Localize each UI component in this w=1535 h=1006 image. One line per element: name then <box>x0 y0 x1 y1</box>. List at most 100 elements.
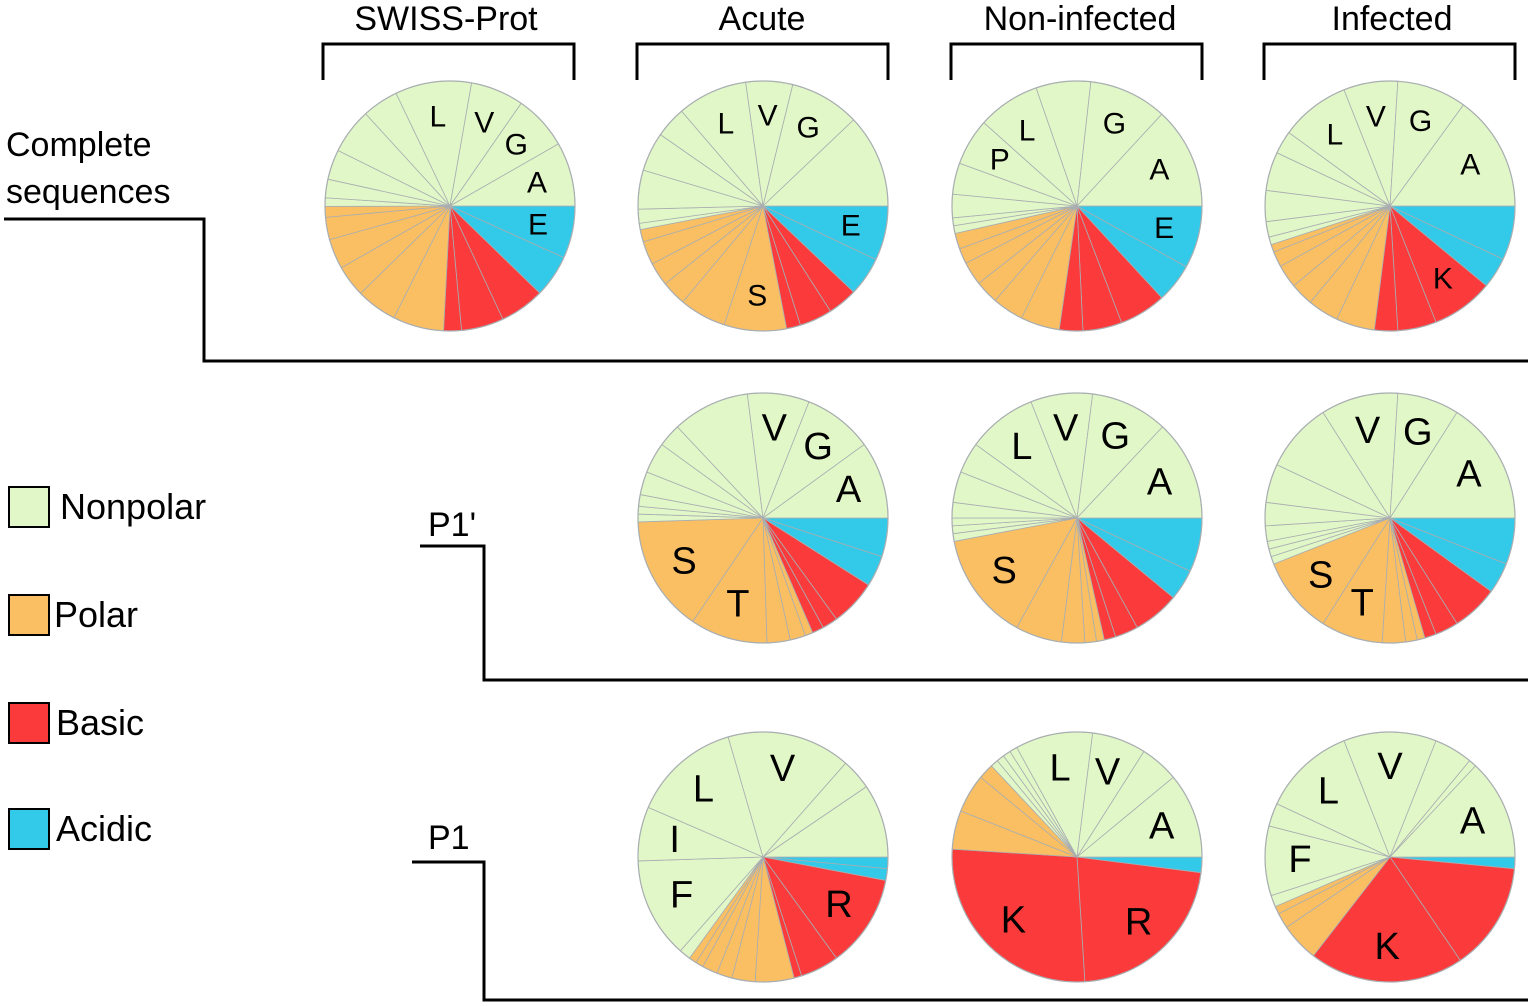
pie-outline <box>324 80 576 332</box>
pie-label-a: A <box>1149 806 1175 848</box>
legend-swatch-polar <box>8 594 50 636</box>
legend-label-nonpolar: Nonpolar <box>60 486 207 527</box>
legend-swatch-nonpolar <box>8 486 50 528</box>
legend-label-basic: Basic <box>56 702 145 743</box>
pie-non-infected-p1: S L V GA <box>951 392 1203 644</box>
bracket-infected <box>1262 42 1517 80</box>
pie-acute-p1: TS V GA <box>637 392 889 644</box>
pie-label-g: G <box>1101 416 1131 458</box>
legend-item-nonpolar: Nonpolar <box>8 484 206 530</box>
pie-label-s: S <box>671 540 696 582</box>
pie-label-e: E <box>528 209 548 242</box>
pie-outline <box>637 731 889 983</box>
pie-label-v: V <box>1355 410 1381 452</box>
row-line-p1 <box>412 860 1528 1002</box>
pie-infected-p1: TS V GA <box>1264 392 1516 644</box>
pie-acute-p1: R FIL V <box>637 731 889 983</box>
pie-label-k: K <box>1001 900 1026 942</box>
row-connector-lines <box>4 217 1528 1002</box>
pie-label-f: F <box>670 874 693 916</box>
legend-label-acidic: Acidic <box>56 808 153 849</box>
pie-label-l: L <box>693 769 714 811</box>
pie-label-k: K <box>1375 926 1400 968</box>
pie-label-v: V <box>1377 746 1403 788</box>
pie-label-a: A <box>836 469 862 511</box>
column-title-non-infected: Non-infected <box>983 0 1177 38</box>
pie-label-t: T <box>1351 583 1374 625</box>
column-title-acute: Acute <box>718 0 806 38</box>
pie-label-g: G <box>803 426 833 468</box>
pie-outline <box>1264 392 1516 644</box>
pie-label-p: P <box>990 143 1010 176</box>
pie-label-v: V <box>770 748 796 790</box>
pie-label-l: L <box>429 100 446 133</box>
pie-label-g: G <box>1403 411 1433 453</box>
pie-label-v: V <box>474 106 494 139</box>
pie-label-v: V <box>1053 408 1079 450</box>
legend-swatch-acidic <box>8 808 50 850</box>
pie-label-t: T <box>726 583 749 625</box>
pie-outline <box>637 80 889 332</box>
pie-label-s: S <box>992 550 1017 592</box>
legend-item-basic: Basic <box>8 700 144 746</box>
pie-label-r: R <box>1125 902 1152 944</box>
pie-label-i: I <box>669 819 680 861</box>
pie-infected-p1: K FLV A <box>1264 731 1516 983</box>
pie-outline <box>951 80 1203 332</box>
pie-label-a: A <box>1149 153 1169 186</box>
pie-infected-complete-sequences: K LV GA <box>1264 80 1516 332</box>
column-title-swiss-prot: SWISS-Prot <box>354 0 538 38</box>
pie-swiss-prot-complete-sequences: E L VGA <box>324 80 576 332</box>
pie-outline <box>1264 80 1516 332</box>
row-label-complete-line1: Complete <box>6 126 152 164</box>
row-line-complete <box>4 217 1528 363</box>
pie-outline <box>1264 731 1516 983</box>
pie-outline <box>951 392 1203 644</box>
pie-label-l: L <box>718 108 735 141</box>
legend-item-polar: Polar <box>8 592 138 638</box>
pie-label-l: L <box>1019 115 1036 148</box>
pie-label-e: E <box>841 209 861 242</box>
pie-label-e: E <box>1154 212 1174 245</box>
pie-label-r: R <box>825 884 852 926</box>
pie-label-f: F <box>1288 839 1311 881</box>
pie-label-k: K <box>1433 262 1453 295</box>
pie-label-s: S <box>1308 554 1333 596</box>
legend-item-acidic: Acidic <box>8 806 152 852</box>
pie-label-a: A <box>1456 454 1482 496</box>
pie-label-a: A <box>1147 461 1173 503</box>
pie-label-v: V <box>762 408 788 450</box>
pie-label-l: L <box>1326 118 1343 151</box>
pie-outline <box>637 392 889 644</box>
row-label-complete-line2: sequences <box>6 173 171 211</box>
pie-label-a: A <box>527 166 547 199</box>
pie-acute-complete-sequences: E S L V G <box>637 80 889 332</box>
legend-label-polar: Polar <box>54 594 139 635</box>
pie-non-infected-p1: R K L VA <box>951 731 1203 983</box>
pie-non-infected-complete-sequences: E PL GA <box>951 80 1203 332</box>
pie-label-v: V <box>1366 101 1386 134</box>
pie-label-l: L <box>1318 770 1339 812</box>
pie-outline <box>951 731 1203 983</box>
pie-label-v: V <box>758 100 778 133</box>
row-line-p1prime <box>420 544 1528 682</box>
column-brackets <box>321 42 1517 80</box>
pie-label-g: G <box>1409 105 1432 138</box>
legend-swatch-basic <box>8 702 50 744</box>
pie-label-l: L <box>1050 748 1071 790</box>
pie-label-a: A <box>1460 800 1486 842</box>
pie-label-g: G <box>797 112 820 145</box>
pie-label-s: S <box>747 279 767 312</box>
pie-label-g: G <box>505 129 528 162</box>
bracket-acute <box>635 42 890 80</box>
row-label-p1prime: P1' <box>428 506 477 544</box>
pie-label-g: G <box>1103 108 1126 141</box>
column-title-infected: Infected <box>1331 0 1453 38</box>
row-label-p1: P1 <box>428 819 470 857</box>
bracket-non-infected <box>949 42 1204 80</box>
bracket-swiss-prot <box>321 42 576 80</box>
pie-label-l: L <box>1011 426 1032 468</box>
